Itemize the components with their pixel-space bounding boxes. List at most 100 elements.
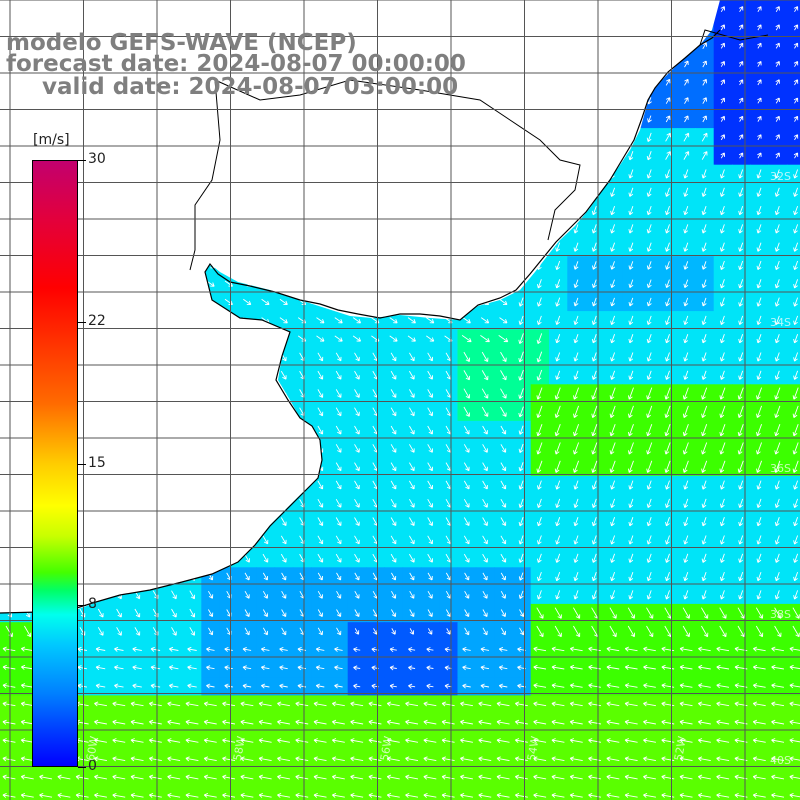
wind-arrow bbox=[624, 646, 638, 652]
wind-cell bbox=[219, 786, 239, 800]
wind-arrow bbox=[94, 774, 107, 780]
wind-arrow bbox=[189, 627, 196, 636]
wind-arrow bbox=[240, 719, 254, 725]
wind-arrow bbox=[167, 738, 181, 744]
wind-arrow bbox=[757, 6, 762, 13]
wind-arrow bbox=[646, 607, 654, 619]
wind-cell bbox=[329, 786, 349, 800]
wind-arrow bbox=[354, 517, 360, 526]
wind-arrow bbox=[551, 664, 565, 670]
wind-arrow bbox=[500, 370, 507, 381]
wind-arrow bbox=[500, 406, 507, 417]
wind-arrow bbox=[679, 774, 693, 780]
wind-arrow bbox=[683, 132, 690, 142]
wind-arrow bbox=[591, 460, 598, 473]
wind-arrow bbox=[222, 719, 236, 725]
wind-arrow bbox=[335, 370, 342, 380]
wind-arrow bbox=[519, 627, 525, 636]
wind-arrow bbox=[408, 647, 416, 653]
wind-arrow bbox=[573, 424, 580, 437]
wind-arrow bbox=[793, 480, 799, 490]
wind-arrow bbox=[793, 115, 799, 122]
wind-arrow bbox=[150, 665, 161, 671]
wind-arrow bbox=[701, 498, 707, 508]
wind-arrow bbox=[661, 774, 675, 780]
wind-arrow bbox=[354, 498, 360, 508]
wind-arrow bbox=[313, 774, 327, 780]
wind-arrow bbox=[94, 738, 107, 744]
wind-arrow bbox=[665, 279, 670, 289]
wind-arrow bbox=[20, 664, 34, 670]
wind-arrow bbox=[679, 756, 693, 762]
wind-arrow bbox=[480, 646, 490, 652]
wind-arrow bbox=[189, 608, 196, 618]
wind-arrow bbox=[551, 774, 565, 780]
wind-arrow bbox=[646, 132, 652, 142]
wind-arrow bbox=[482, 609, 488, 617]
wind-arrow bbox=[624, 664, 638, 670]
wind-arrow bbox=[408, 665, 416, 671]
wind-arrow bbox=[409, 628, 415, 635]
wind-arrow bbox=[335, 480, 342, 490]
wind-arrow bbox=[683, 498, 689, 508]
wind-arrow bbox=[573, 370, 579, 380]
wind-arrow bbox=[240, 774, 254, 780]
wind-arrow bbox=[368, 774, 382, 780]
wind-arrow bbox=[335, 389, 342, 398]
wind-arrow bbox=[482, 572, 488, 581]
wind-arrow bbox=[441, 756, 455, 762]
wind-cell bbox=[73, 786, 93, 800]
wind-arrow bbox=[793, 79, 799, 86]
wind-arrow bbox=[756, 442, 763, 455]
wind-arrow bbox=[533, 719, 547, 725]
wind-arrow bbox=[646, 352, 652, 362]
wind-arrow bbox=[771, 719, 785, 725]
wind-arrow bbox=[628, 297, 634, 307]
wind-arrow bbox=[262, 590, 269, 599]
wind-arrow bbox=[94, 701, 107, 707]
wind-arrow bbox=[719, 607, 727, 619]
wind-arrow bbox=[554, 625, 562, 638]
wind-arrow bbox=[573, 224, 579, 234]
wind-arrow bbox=[665, 261, 670, 270]
wind-arrow bbox=[498, 665, 508, 671]
wind-arrow bbox=[185, 701, 199, 707]
wind-arrow bbox=[317, 627, 323, 636]
wind-arrow bbox=[335, 553, 342, 563]
wind-arrow bbox=[738, 205, 744, 216]
wind-arrow bbox=[350, 756, 364, 762]
wind-arrow bbox=[222, 701, 236, 707]
wind-arrow bbox=[334, 335, 343, 342]
wind-arrow bbox=[389, 683, 397, 689]
wind-arrow bbox=[244, 609, 250, 617]
wind-cell bbox=[54, 786, 74, 800]
wind-arrow bbox=[679, 792, 693, 798]
wind-arrow bbox=[610, 480, 616, 490]
wind-arrow bbox=[519, 609, 525, 617]
wind-arrow bbox=[500, 462, 507, 472]
wind-arrow bbox=[624, 738, 638, 744]
wind-arrow bbox=[554, 387, 561, 400]
wind-arrow bbox=[423, 719, 437, 725]
wind-arrow bbox=[701, 590, 707, 600]
wind-arrow bbox=[423, 738, 437, 744]
wind-arrow bbox=[262, 553, 269, 563]
wind-arrow bbox=[573, 607, 581, 619]
wind-arrow bbox=[391, 590, 397, 599]
wind-cell bbox=[786, 512, 800, 532]
wind-arrow bbox=[514, 738, 528, 744]
wind-arrow bbox=[112, 774, 126, 780]
wind-arrow bbox=[643, 774, 656, 780]
wind-arrow bbox=[757, 97, 762, 104]
wind-arrow bbox=[536, 315, 542, 325]
wind-cell bbox=[786, 201, 800, 221]
wind-arrow bbox=[518, 388, 524, 399]
wind-arrow bbox=[793, 260, 799, 271]
wind-arrow bbox=[130, 738, 144, 744]
wind-arrow bbox=[702, 60, 707, 68]
wind-arrow bbox=[646, 242, 652, 252]
wind-arrow bbox=[569, 683, 583, 689]
wind-arrow bbox=[262, 609, 269, 617]
wind-arrow bbox=[774, 498, 780, 508]
wind-arrow bbox=[665, 224, 670, 234]
